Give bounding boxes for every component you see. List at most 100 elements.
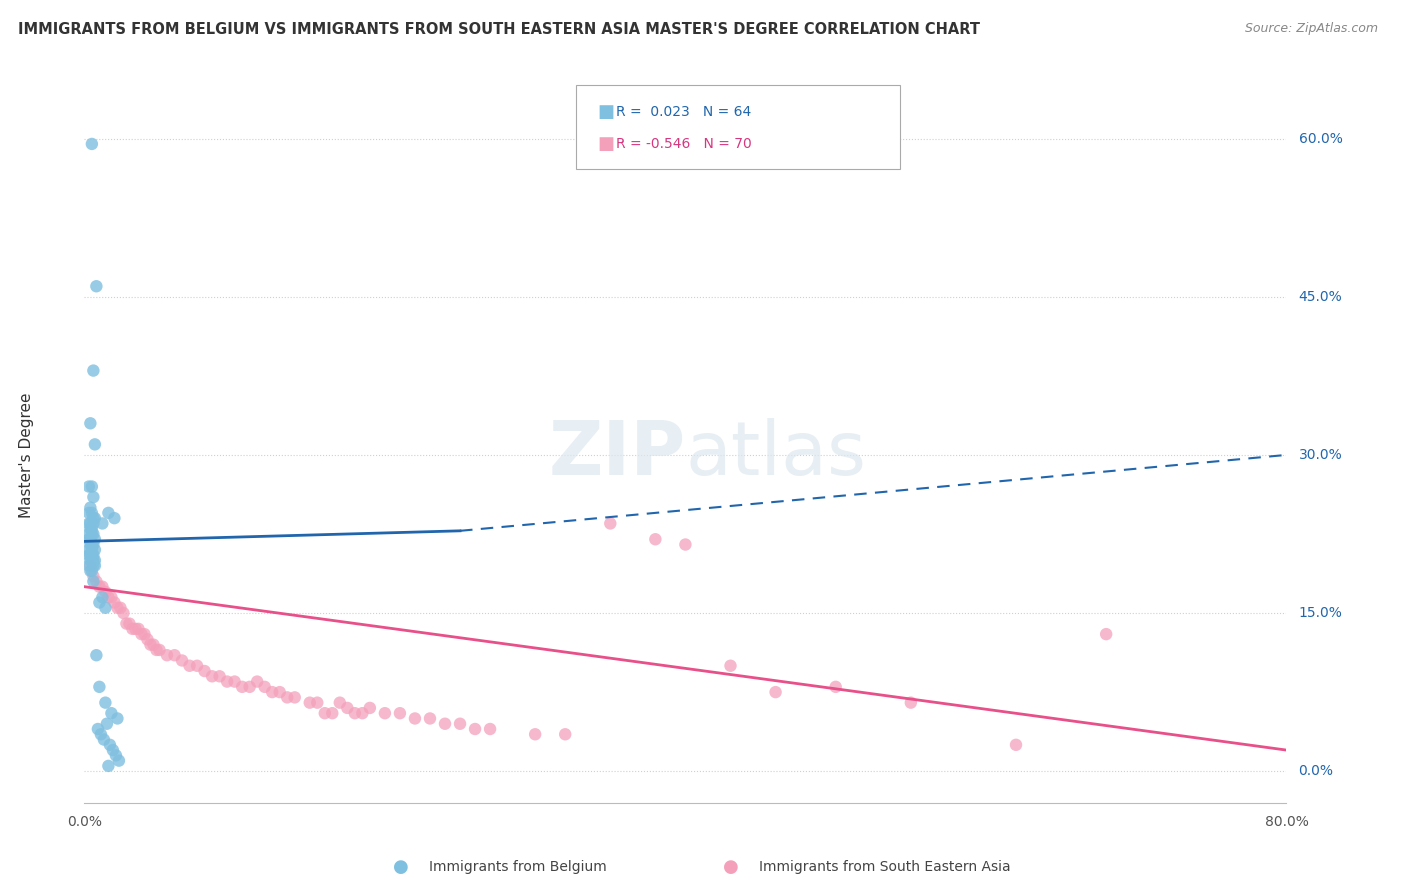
Point [90, 727, 112, 741]
Text: ●: ● [723, 858, 740, 876]
Point [136, 632, 159, 647]
Point [89, 680, 111, 694]
Point [97, 506, 120, 520]
Point [388, 706, 411, 721]
Text: 80.0%: 80.0% [1264, 815, 1309, 830]
Point [82, 516, 104, 531]
Point [83, 533, 105, 547]
Point [80, 564, 103, 578]
Point [89, 595, 111, 609]
Point [86, 279, 108, 293]
Point [83, 542, 105, 557]
Point [80, 553, 103, 567]
Point [554, 727, 576, 741]
Point [77, 479, 100, 493]
Point [97, 759, 120, 773]
Point [77, 527, 100, 541]
Text: R =  0.023   N = 64: R = 0.023 N = 64 [616, 105, 751, 119]
Point [103, 511, 125, 525]
Point [80, 542, 103, 557]
Point [163, 648, 186, 663]
Point [77, 506, 100, 520]
Point [93, 732, 115, 747]
Point [79, 516, 101, 531]
Text: ZIP: ZIP [548, 418, 686, 491]
Point [80, 506, 103, 520]
Point [644, 533, 666, 547]
Point [79, 558, 101, 573]
Text: 15.0%: 15.0% [1299, 606, 1343, 620]
Point [524, 727, 547, 741]
Point [101, 743, 124, 757]
Point [80, 548, 103, 562]
Text: IMMIGRANTS FROM BELGIUM VS IMMIGRANTS FROM SOUTH EASTERN ASIA MASTER'S DEGREE CO: IMMIGRANTS FROM BELGIUM VS IMMIGRANTS FR… [18, 22, 980, 37]
Point [80, 537, 103, 551]
Text: Master's Degree: Master's Degree [20, 392, 34, 517]
Point [359, 701, 381, 715]
Point [82, 558, 104, 573]
Point [79, 548, 101, 562]
Point [107, 711, 129, 725]
Text: 0.0%: 0.0% [1299, 764, 1333, 778]
Point [314, 706, 336, 721]
Point [83, 511, 105, 525]
Text: Immigrants from Belgium: Immigrants from Belgium [429, 860, 606, 874]
Point [118, 616, 141, 631]
Point [108, 754, 131, 768]
Text: ■: ■ [598, 103, 614, 121]
Point [91, 516, 114, 531]
Point [404, 711, 426, 725]
Point [336, 701, 359, 715]
Point [82, 511, 104, 525]
Point [97, 591, 120, 605]
Point [107, 600, 129, 615]
Point [83, 558, 105, 573]
Point [134, 627, 156, 641]
Point [131, 627, 153, 641]
Point [94, 696, 117, 710]
Point [765, 685, 787, 699]
Point [82, 569, 104, 583]
Point [217, 674, 239, 689]
Point [186, 658, 208, 673]
Text: Immigrants from South Eastern Asia: Immigrants from South Eastern Asia [759, 860, 1011, 874]
Point [83, 437, 105, 451]
Point [96, 716, 118, 731]
Point [103, 595, 125, 609]
Point [464, 722, 486, 736]
Point [434, 716, 457, 731]
Point [1095, 627, 1118, 641]
Point [224, 674, 246, 689]
Point [77, 558, 100, 573]
Point [824, 680, 846, 694]
Point [79, 537, 101, 551]
Point [343, 706, 366, 721]
Point [77, 548, 100, 562]
Point [77, 542, 100, 557]
Point [77, 533, 100, 547]
Point [449, 716, 471, 731]
Point [720, 658, 742, 673]
Text: Source: ZipAtlas.com: Source: ZipAtlas.com [1244, 22, 1378, 36]
Point [121, 622, 143, 636]
Point [298, 696, 321, 710]
Point [77, 516, 100, 531]
Point [179, 658, 201, 673]
Point [104, 748, 127, 763]
Point [82, 548, 104, 562]
Point [80, 136, 103, 151]
Point [86, 648, 108, 663]
Point [900, 696, 922, 710]
Point [80, 527, 103, 541]
Point [86, 574, 108, 589]
Point [98, 738, 121, 752]
Point [675, 537, 697, 551]
Text: 60.0%: 60.0% [1299, 132, 1343, 145]
Point [94, 585, 117, 599]
Point [374, 706, 396, 721]
Point [79, 564, 101, 578]
Point [127, 622, 149, 636]
Point [110, 600, 132, 615]
Point [262, 685, 284, 699]
Point [284, 690, 307, 705]
